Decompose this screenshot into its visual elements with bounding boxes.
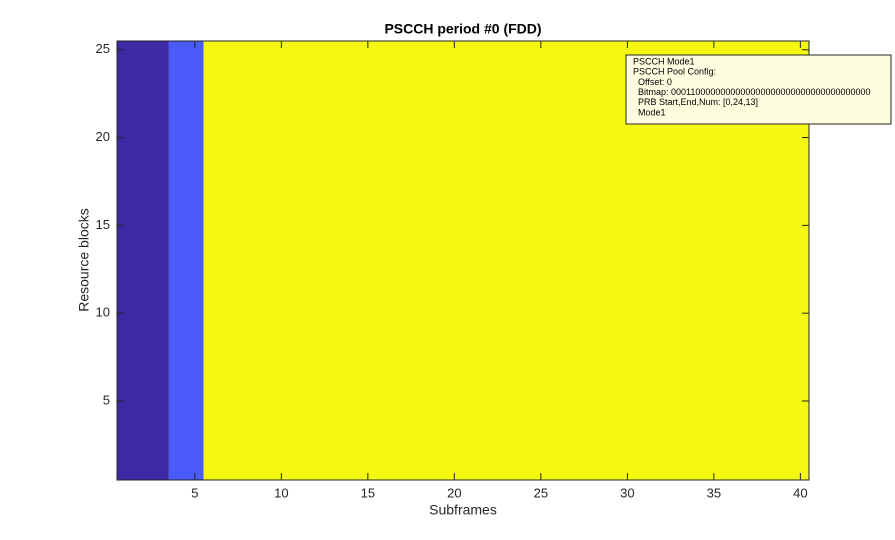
axes-box [116,40,810,481]
x-tick-label: 35 [707,485,721,500]
y-axis-title: Resource blocks [76,208,92,312]
y-tick-label: 15 [96,217,110,232]
chart-title: PSCCH period #0 (FDD) [384,21,541,37]
image-region [117,41,169,480]
x-tick-label: 20 [447,485,461,500]
x-tick-label: 15 [361,485,375,500]
x-tick-label: 10 [274,485,288,500]
x-tick-label: 5 [191,485,198,500]
annotation-line: Offset: 0 [638,77,672,87]
annotation-line: PRB Start,End,Num: [0,24,13] [638,97,758,107]
y-tick-label: 5 [103,392,110,407]
annotation-box [625,54,892,125]
y-tick-label: 20 [96,129,110,144]
x-tick-label: 25 [534,485,548,500]
y-tick-label: 25 [96,41,110,56]
y-tick-label: 10 [96,305,110,320]
image-region [168,41,204,480]
x-tick-label: 30 [620,485,634,500]
annotation-line: PSCCH Pool Config: [633,67,716,77]
x-tick-label: 40 [793,485,807,500]
annotation-line: Mode1 [638,107,666,117]
annotation-line: Bitmap: 00011000000000000000000000000000… [638,87,871,97]
annotation-line: PSCCH Mode1 [633,56,695,66]
x-axis-title: Subframes [429,502,497,518]
